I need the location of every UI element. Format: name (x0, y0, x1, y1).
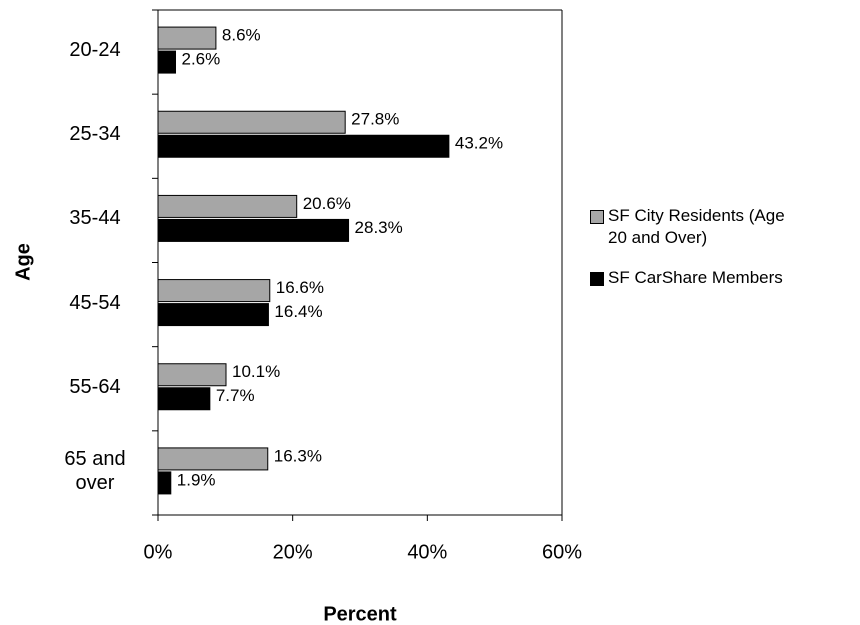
value-label: 16.6% (276, 278, 324, 297)
legend-label: SF City Residents (Age 20 and Over) (608, 206, 785, 247)
bar (157, 447, 269, 471)
y-tick-label: 25-34 (69, 123, 121, 146)
bar (157, 194, 298, 218)
y-tick-label: 55-64 (69, 375, 121, 398)
y-tick-label: 35-44 (69, 207, 121, 230)
legend-item: SF CarShare Members (590, 267, 800, 289)
value-label: 28.3% (355, 218, 403, 237)
value-label: 1.9% (177, 470, 216, 489)
legend-item: SF City Residents (Age 20 and Over) (590, 205, 800, 249)
value-label: 16.4% (274, 302, 322, 321)
y-axis-title: Age (12, 243, 34, 281)
value-label: 43.2% (455, 134, 503, 153)
x-axis-title: Percent (323, 603, 397, 625)
legend-label: SF CarShare Members (608, 268, 783, 287)
value-label: 2.6% (182, 50, 221, 69)
value-label: 7.7% (216, 386, 255, 405)
y-tick-label: 65 and over (64, 447, 126, 494)
value-label: 8.6% (222, 26, 261, 45)
bar (157, 110, 346, 134)
bar (157, 471, 172, 495)
bar (157, 279, 271, 303)
x-tick-label: 20% (273, 541, 313, 563)
bar (157, 26, 217, 50)
value-label: 20.6% (303, 194, 351, 213)
legend-swatch (590, 272, 604, 286)
value-label: 10.1% (232, 362, 280, 381)
value-label: 16.3% (274, 446, 322, 465)
y-tick-label: 45-54 (69, 291, 121, 314)
bar (157, 50, 177, 74)
legend-swatch (590, 210, 604, 224)
y-tick-label: 20-24 (69, 39, 121, 62)
x-tick-label: 40% (407, 541, 447, 563)
x-tick-label: 0% (144, 541, 173, 563)
bar (157, 363, 227, 387)
value-label: 27.8% (351, 110, 399, 129)
bar (157, 218, 350, 242)
bar (157, 303, 269, 327)
bar (157, 387, 211, 411)
bar (157, 134, 450, 158)
x-tick-label: 60% (542, 541, 582, 563)
